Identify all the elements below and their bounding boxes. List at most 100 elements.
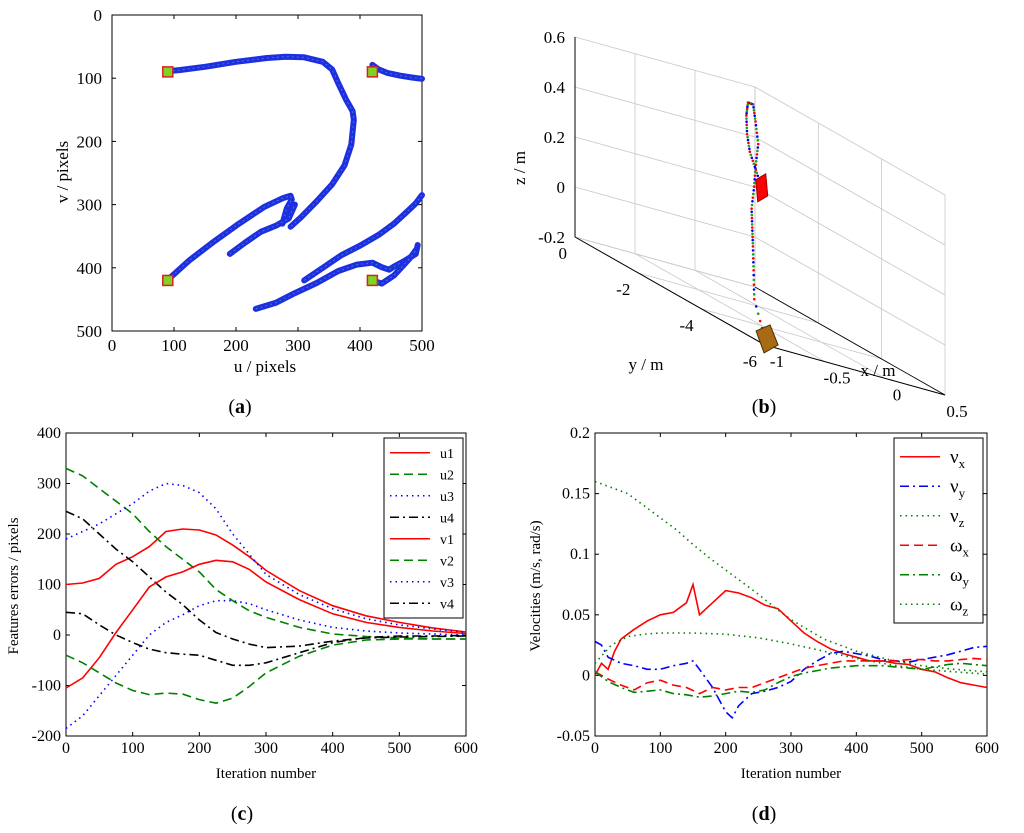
b-ytick-label: 0 <box>559 244 568 263</box>
b-trajectory-dot <box>754 160 758 163</box>
caption-a: (a) <box>228 396 251 418</box>
panel-c-xlabel: Iteration number <box>216 766 316 782</box>
a-trajectory-inner <box>303 194 423 281</box>
b-trajectory-dot <box>754 123 758 127</box>
a-xtick-label: 500 <box>409 336 435 355</box>
b-wall-grid-z <box>574 236 756 288</box>
b-trajectory-dot <box>745 109 749 113</box>
b-trajectory-dot <box>745 107 749 111</box>
b-trajectory-dot <box>750 203 754 207</box>
b-trajectory-dot <box>745 114 748 117</box>
b-trajectory-dot <box>752 188 755 192</box>
legend-label: u3 <box>440 490 454 505</box>
b-trajectory-dot <box>754 163 758 167</box>
ytick-label: 0 <box>582 667 590 684</box>
b-trajectory-dot <box>746 105 749 109</box>
b-trajectory-dot <box>755 131 759 135</box>
legend-label-sub: y <box>959 485 966 500</box>
legend-label: v1 <box>440 533 454 548</box>
b-xtick-label: 0 <box>893 385 902 404</box>
panel-c-ylabel: Features errors / pixels <box>6 517 22 654</box>
legend-label-base: ω <box>950 535 963 556</box>
ytick-label: 100 <box>37 577 61 594</box>
b-trajectory-dot <box>750 213 754 217</box>
b-trajectory-dot <box>745 126 749 130</box>
b-trajectory-dot <box>751 159 755 163</box>
a-xtick-label: 400 <box>347 336 373 355</box>
b-trajectory-dot <box>753 174 757 177</box>
b-trajectory-dot <box>752 108 756 112</box>
series-line <box>65 467 466 640</box>
a-ytick-label: 500 <box>77 322 103 341</box>
b-trajectory-dot <box>745 129 749 133</box>
b-edge-y <box>574 236 766 346</box>
b-trajectory-dot <box>752 105 755 109</box>
b-trajectory-dot <box>750 219 754 223</box>
panel-b-zlabel: z / m <box>510 151 529 185</box>
series-line <box>65 510 467 649</box>
b-trajectory-dot <box>746 135 749 139</box>
legend-label: v2 <box>440 554 454 569</box>
b-trajectory-dot <box>745 132 749 136</box>
b-floor-grid-x <box>634 253 826 363</box>
xtick-label: 300 <box>779 740 803 757</box>
a-trajectory-line <box>164 53 357 230</box>
b-trajectory-dot <box>756 142 760 146</box>
panel-d-velocities: 0 100 200 300 400 500 600-0.0500.050.10.150.2 … <box>528 425 999 782</box>
b-xtick-label: -0.5 <box>824 369 851 388</box>
legend-label-sub: x <box>963 544 970 559</box>
b-trajectory-dot <box>745 123 749 127</box>
xtick-label: 100 <box>648 740 672 757</box>
b-floor-grid-y <box>701 308 882 360</box>
b-wall2-grid-z <box>754 186 946 296</box>
b-wall2-grid-z <box>754 136 946 246</box>
series-line <box>65 638 466 705</box>
b-trajectory-dot <box>754 305 758 308</box>
legend-label: v3 <box>440 576 454 591</box>
b-trajectory-dot <box>751 241 755 245</box>
b-trajectory-dot <box>751 196 755 199</box>
b-trajectory-dot <box>748 150 752 154</box>
b-trajectory-dot <box>753 114 757 118</box>
xtick-label: 100 <box>121 740 145 757</box>
b-trajectory-dot <box>754 120 757 123</box>
b-trajectory-dot <box>745 120 748 124</box>
b-trajectory-dot <box>751 253 755 256</box>
caption-d-letter: d <box>758 803 769 825</box>
b-trajectory-dot <box>752 261 755 264</box>
ytick-label: 400 <box>37 425 61 442</box>
b-trajectory-dot <box>745 117 748 120</box>
caption-a-letter: a <box>235 396 245 418</box>
legend-label-sub: z <box>963 603 969 618</box>
b-trajectory-dot <box>750 210 754 214</box>
b-trajectory-dot <box>746 101 750 104</box>
b-trajectory-dot <box>752 283 756 287</box>
a-trajectory-inner <box>167 195 293 281</box>
b-trajectory-dot <box>756 146 760 149</box>
a-ytick-label: 200 <box>77 132 103 151</box>
a-xtick-label: 0 <box>108 336 117 355</box>
b-trajectory-dot <box>756 312 760 316</box>
panel-c-feature-errors: 0 100 200 300 400 500 600 -200 -100 0 100 200 300 400… <box>6 425 478 782</box>
series-line <box>594 662 988 699</box>
b-trajectory-dot <box>752 162 756 166</box>
b-trajectory-dot <box>756 139 760 142</box>
b-trajectory-dot <box>751 192 755 196</box>
legend-label: u2 <box>440 468 454 483</box>
b-trajectory-dot <box>752 293 756 296</box>
legend-box <box>383 437 464 619</box>
panel-a-ticks: 0 100 200 300 400 500 0 100 200 300 400 500 <box>77 6 435 355</box>
b-wall-grid-z <box>574 36 756 88</box>
legend-label: νy <box>950 476 966 500</box>
b-trajectory-dot <box>750 226 754 229</box>
b-trajectory-dot <box>749 153 753 157</box>
xtick-label: 400 <box>844 740 868 757</box>
b-trajectory-dot <box>752 288 756 291</box>
legend-label: ωy <box>950 565 970 589</box>
legend-label-base: ω <box>950 565 963 586</box>
xtick-label: 200 <box>187 740 211 757</box>
panel-a-markers <box>162 66 379 287</box>
legend-label: νz <box>950 506 965 530</box>
